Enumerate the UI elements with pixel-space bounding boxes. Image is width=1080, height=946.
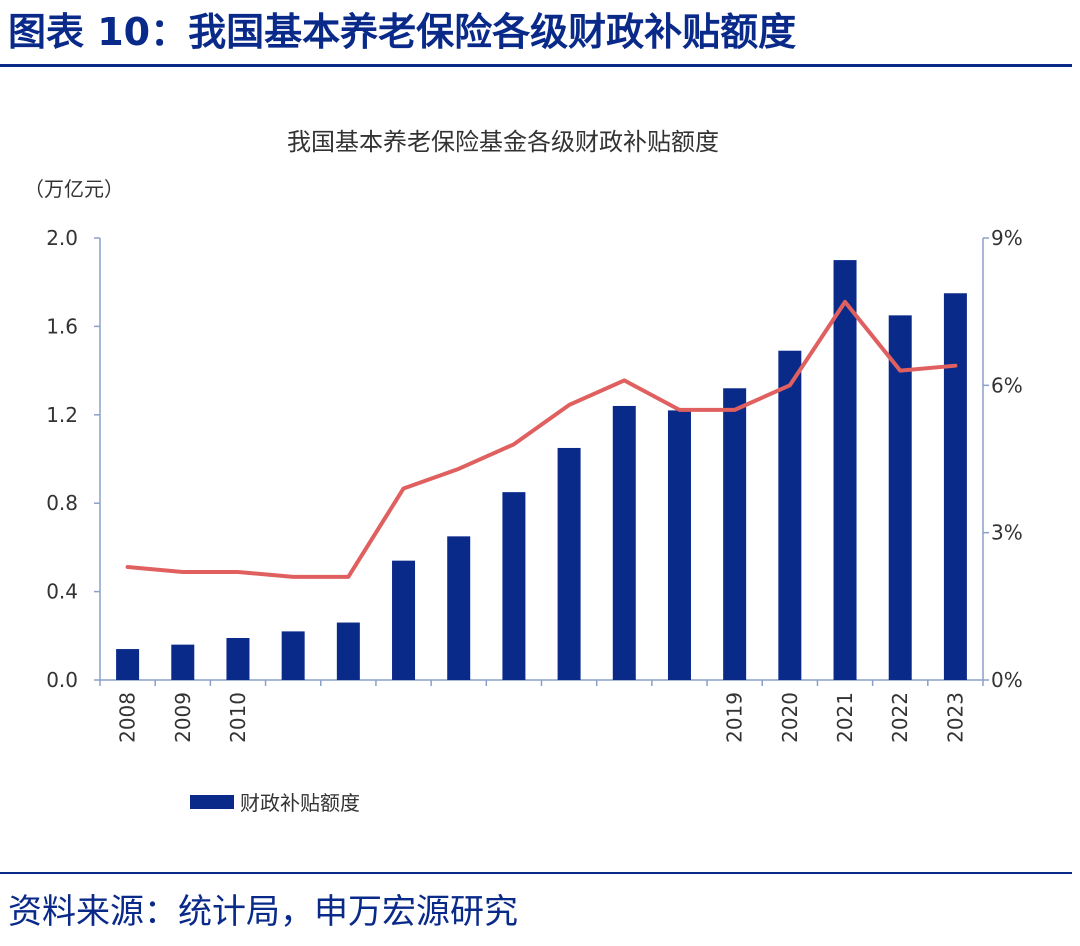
y-left-tick-label: 1.6 (46, 314, 78, 338)
x-tick-label: 2019 (723, 692, 747, 743)
bar-2016 (557, 447, 581, 680)
x-tick-label: 2021 (833, 692, 857, 743)
bar-2014 (447, 536, 471, 680)
bar-2012 (336, 622, 360, 680)
bar-2017 (612, 405, 636, 680)
bar-2023 (943, 293, 967, 680)
x-tick-label: 2023 (943, 692, 967, 743)
bar-2015 (502, 492, 526, 680)
title-divider (0, 64, 1072, 67)
y-left-tick-label: 0.0 (46, 668, 78, 692)
legend-label-subsidy: 财政补贴额度 (240, 791, 360, 815)
y-left-tick-label: 0.4 (46, 580, 78, 604)
y-right-tick-label: 6% (991, 373, 1023, 397)
legend: 财政补贴额度 (190, 791, 360, 815)
bar-2022 (888, 315, 912, 680)
y-right-tick-label: 0% (991, 668, 1023, 692)
y-left-tick-label: 0.8 (46, 491, 78, 515)
y-right-tick-label: 3% (991, 521, 1023, 545)
source-note: 资料来源：统计局，申万宏源研究 (8, 892, 518, 932)
bar-2011 (281, 631, 305, 680)
x-tick-label: 2008 (116, 692, 140, 743)
bar-2018 (667, 410, 691, 680)
legend-swatch-subsidy (190, 795, 234, 809)
chart-area: 我国基本养老保险基金各级财政补贴额度 （万亿元） 0.0 0.4 0.8 1.2 1.6… (24, 128, 1023, 815)
line-series (125, 299, 958, 579)
x-tick-label: 2020 (778, 692, 802, 743)
bar-series (116, 260, 967, 680)
tick-labels: 0.0 0.4 0.8 1.2 1.6 2.0 0% 3% 6% 9% 2008 2009 2010 20… (46, 226, 1023, 743)
y-right-tick-label: 9% (991, 226, 1023, 250)
bar-2021 (833, 260, 857, 680)
chart-title: 我国基本养老保险基金各级财政补贴额度 (287, 128, 719, 156)
y-left-unit-label: （万亿元） (24, 177, 124, 201)
line-series-path (125, 299, 958, 579)
bar-2008 (116, 649, 140, 680)
x-tick-label: 2010 (226, 692, 250, 743)
bar-2010 (226, 638, 250, 680)
bar-2013 (392, 560, 416, 680)
y-left-tick-label: 1.2 (46, 403, 78, 427)
footer-divider (0, 872, 1072, 874)
x-tick-label: 2009 (171, 692, 195, 743)
y-left-tick-label: 2.0 (46, 226, 78, 250)
bar-2020 (778, 350, 802, 680)
bar-2019 (723, 388, 747, 680)
x-tick-label: 2022 (888, 692, 912, 743)
bar-2009 (171, 644, 195, 680)
figure-title: 图表 10：我国基本养老保险各级财政补贴额度 (8, 10, 797, 54)
